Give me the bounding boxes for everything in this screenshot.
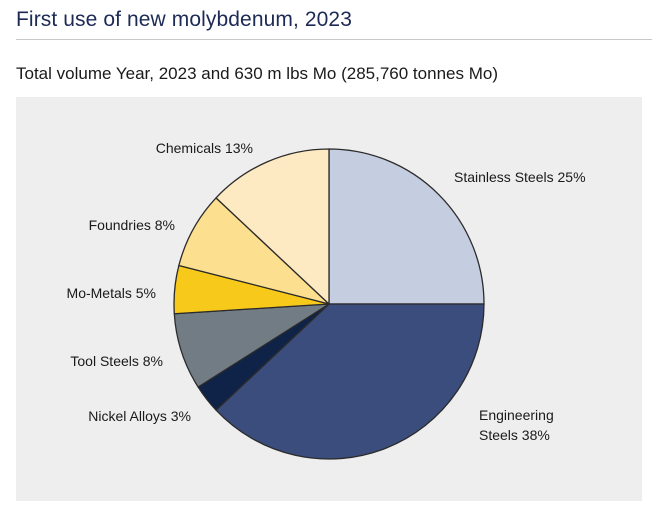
page-title: First use of new molybdenum, 2023: [16, 8, 352, 31]
slice-label-tool-steels: Tool Steels 8%: [70, 353, 163, 369]
title-divider: [16, 39, 652, 40]
chart-panel: Stainless Steels 25% Engineering Steels 38…: [16, 97, 642, 501]
slice-label-foundries: Foundries 8%: [89, 217, 175, 233]
pie-slice-chemicals: [215, 148, 330, 305]
slice-label-engineering-steels: Engineering Steels 38%: [479, 407, 554, 443]
slice-label-chemicals: Chemicals 13%: [156, 140, 253, 156]
slice-label-nickel-alloys: Nickel Alloys 3%: [88, 408, 191, 424]
slice-label-stainless-steels: Stainless Steels 25%: [454, 169, 586, 185]
slice-label-mo-metals: Mo-Metals 5%: [67, 285, 156, 301]
pie-slice-engineering-steels: [215, 303, 485, 460]
chart-subtitle: Total volume Year, 2023 and 630 m lbs Mo…: [16, 64, 498, 83]
pie-chart: Stainless Steels 25% Engineering Steels 38…: [67, 140, 586, 460]
pie-slice-stainless-steels: [328, 148, 485, 305]
